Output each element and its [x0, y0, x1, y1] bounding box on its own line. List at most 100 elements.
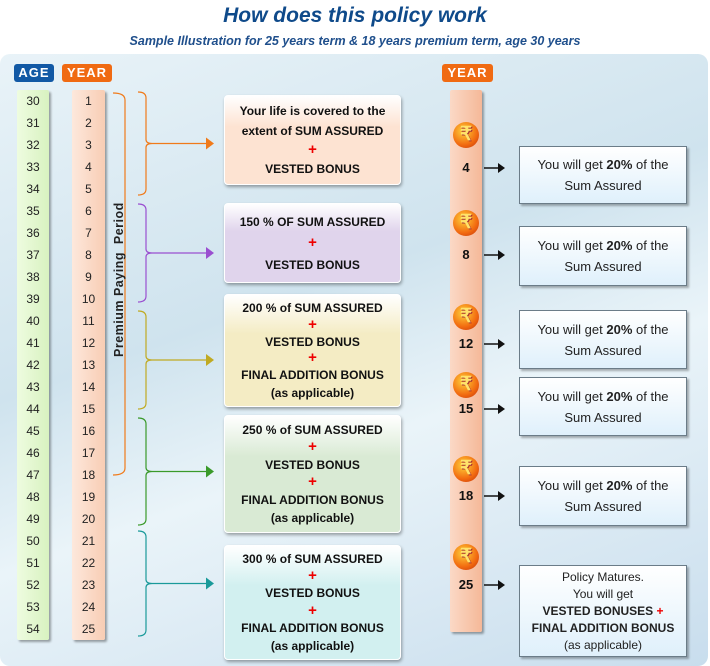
benefit-text: VESTED BONUS: [265, 457, 360, 472]
age-cell: 45: [26, 424, 40, 438]
benefit-text: VESTED BONUS: [265, 334, 360, 349]
age-header: AGE: [14, 64, 54, 82]
right-year-header: YEAR: [442, 64, 493, 82]
age-cell: 37: [26, 248, 40, 262]
payout-text: You will get: [537, 478, 607, 493]
payout-text: of the: [632, 157, 669, 172]
year-cell: 3: [85, 138, 92, 152]
year-cell: 11: [82, 314, 95, 328]
arrow-head: [206, 577, 214, 590]
benefit-text: VESTED BONUS: [265, 586, 360, 601]
year-cell: 4: [85, 160, 92, 174]
rupee-coin-icon: ₹: [453, 544, 479, 570]
maturity-box: Policy Matures. You will get VESTED BONUSE…: [519, 565, 687, 657]
plus-sign: +: [308, 349, 317, 367]
arrow-head: [206, 137, 214, 150]
payout-year: 15: [458, 401, 474, 416]
payout-arrow-head: [498, 491, 505, 501]
year-group-brace: [137, 91, 153, 196]
rupee-coin-icon: ₹: [453, 304, 479, 330]
maturity-text: FINAL ADDITION BONUS: [531, 620, 675, 635]
age-cell: 39: [26, 292, 40, 306]
payout-text: of the: [632, 321, 669, 337]
payout-text: You will get: [537, 238, 607, 253]
year-cell: 14: [81, 380, 96, 394]
year-group-brace: [137, 310, 153, 410]
rupee-coin-icon: ₹: [453, 456, 479, 482]
year-cell: 25: [81, 622, 96, 636]
age-cell: 48: [26, 490, 40, 504]
benefit-text: FINAL ADDITION BONUS: [241, 368, 384, 383]
plus-sign: +: [308, 601, 317, 619]
payout-box: You will get 20% of the Sum Assured: [519, 146, 687, 204]
year-cell: 23: [81, 578, 96, 592]
age-cell: 42: [26, 358, 40, 372]
age-cell: 51: [26, 556, 40, 570]
age-cell: 30: [26, 94, 40, 108]
payout-percent: 20%: [606, 238, 633, 253]
benefit-text: (as applicable): [270, 386, 355, 401]
year-cell: 2: [85, 116, 92, 130]
arrow-head: [206, 354, 214, 366]
age-cell: 33: [26, 160, 40, 174]
payout-arrow-head: [498, 339, 505, 349]
year-cell: 24: [81, 600, 96, 614]
payout-text: of the: [632, 478, 669, 493]
benefit-box: 200 % of SUM ASSURED + VESTED BONUS + FINAL …: [224, 294, 401, 407]
plus-sign: +: [308, 141, 317, 158]
payout-percent: 20%: [606, 321, 633, 337]
maturity-text: Policy Matures.: [561, 569, 645, 584]
age-cell: 36: [26, 226, 40, 240]
payout-text: Sum Assured: [564, 342, 642, 358]
age-cell: 46: [26, 446, 40, 460]
benefit-text: (as applicable): [270, 638, 355, 653]
rupee-coin-icon: ₹: [453, 372, 479, 398]
payout-text: Sum Assured: [564, 499, 642, 514]
age-cell: 53: [26, 600, 40, 614]
payout-arrow-head: [498, 250, 505, 260]
maturity-text: VESTED BONUSES: [542, 603, 654, 618]
age-cell: 34: [26, 182, 40, 196]
year-cell: 12: [81, 336, 96, 350]
year-cell: 6: [85, 204, 92, 218]
payout-percent: 20%: [606, 478, 633, 493]
year-cell: 8: [85, 248, 92, 262]
year-cell: 13: [81, 358, 96, 372]
plus-sign: +: [308, 315, 317, 333]
subtitle: Sample Illustration for 25 years term & …: [129, 34, 581, 48]
benefit-text: 300 % of SUM ASSURED: [242, 552, 383, 567]
year-cell: 7: [85, 226, 92, 240]
payout-box: You will get 20% of the Sum Assured: [519, 310, 687, 369]
year-cell: 5: [85, 182, 92, 196]
payout-year: 4: [462, 160, 470, 175]
payout-percent: 20%: [606, 388, 633, 404]
arrow-head: [206, 247, 214, 259]
plus-sign: +: [308, 473, 317, 491]
payout-text: Sum Assured: [564, 259, 642, 274]
premium-period-wrap: Premium Paying Period: [104, 202, 134, 357]
benefit-box: Your life is covered to the extent of SUM…: [224, 95, 401, 185]
benefit-text: VESTED BONUS: [265, 257, 360, 272]
payout-year: 12: [458, 336, 474, 351]
age-cell: 40: [26, 314, 40, 328]
age-cell: 49: [26, 512, 40, 526]
age-cell: 35: [26, 204, 40, 218]
plus-sign: +: [656, 603, 664, 618]
benefit-text: Your life is covered to the: [239, 104, 386, 118]
benefit-box: 150 % OF SUM ASSURED + VESTED BONUS: [224, 203, 401, 283]
maturity-text: (as applicable): [563, 637, 643, 652]
age-cell: 50: [26, 534, 40, 548]
plus-sign: +: [308, 567, 317, 585]
benefit-text: 200 % of SUM ASSURED: [242, 300, 383, 315]
year-header: YEAR: [62, 64, 112, 82]
payout-box: You will get 20% of the Sum Assured: [519, 377, 687, 436]
plus-sign: +: [308, 438, 317, 456]
payout-arrow-head: [498, 580, 505, 590]
payout-year: 18: [458, 488, 474, 503]
payout-year: 25: [458, 577, 474, 592]
age-cell: 44: [26, 402, 40, 416]
payout-box: You will get 20% of the Sum Assured: [519, 466, 687, 526]
arrow-head: [206, 465, 214, 478]
payout-text: Sum Assured: [564, 178, 642, 193]
